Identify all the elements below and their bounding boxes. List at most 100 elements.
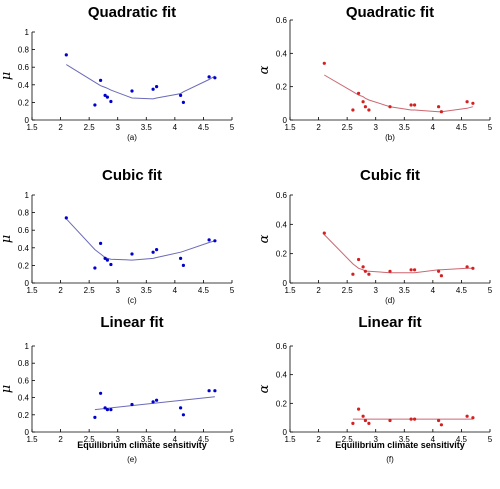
y-tick-label: 0.4 xyxy=(276,220,288,229)
data-point xyxy=(179,256,183,260)
panel-caption: (f) xyxy=(386,455,394,464)
data-point xyxy=(437,105,441,109)
x-tick-label: 3 xyxy=(373,435,378,444)
y-tick-label: 0.4 xyxy=(276,49,288,58)
data-point xyxy=(471,101,475,105)
data-point xyxy=(179,406,183,410)
panel-title: Linear fit xyxy=(100,314,163,331)
x-tick-label: 3.5 xyxy=(399,286,411,295)
y-tick-label: 0.4 xyxy=(18,244,30,253)
data-point xyxy=(103,93,107,97)
x-tick-label: 3 xyxy=(373,286,378,295)
data-point xyxy=(109,408,113,412)
x-tick-label: 2.5 xyxy=(342,123,354,132)
data-point xyxy=(439,423,443,427)
x-tick-label: 2.5 xyxy=(342,435,354,444)
data-point xyxy=(367,272,371,276)
x-tick-label: 4.5 xyxy=(456,123,468,132)
panel-6: Linear fit 1.5 2 2.5 3 3.5 4 4.5 5 0 0.2 0.4 0.6 α Equ… xyxy=(257,314,493,464)
data-point xyxy=(409,268,413,272)
x-tick-label: 3 xyxy=(115,286,120,295)
x-tick-label: 2 xyxy=(316,435,321,444)
panel-2: Quadratic fit 1.5 2 2.5 3 3.5 4 4.5 5 0 0.2 0.4 0.6 α… xyxy=(257,4,493,142)
data-point xyxy=(105,408,109,412)
x-tick-label: 4.5 xyxy=(456,435,468,444)
x-tick-label: 4.5 xyxy=(198,286,210,295)
data-point xyxy=(351,421,355,425)
panel-title: Quadratic fit xyxy=(88,4,176,21)
y-tick-label: 1 xyxy=(25,191,30,200)
data-point xyxy=(413,103,417,107)
panel-caption: (a) xyxy=(127,133,137,142)
data-point xyxy=(322,61,326,65)
x-tick-label: 5 xyxy=(488,435,493,444)
data-point xyxy=(361,265,365,269)
y-tick-label: 0.2 xyxy=(276,399,288,408)
panel-title: Linear fit xyxy=(358,314,421,331)
x-tick-label: 2.5 xyxy=(84,286,96,295)
data-point xyxy=(465,265,469,269)
fit-line xyxy=(94,396,215,411)
data-point xyxy=(103,406,107,410)
data-point xyxy=(181,263,185,267)
x-tick-label: 3 xyxy=(373,123,378,132)
data-point xyxy=(357,91,361,95)
x-tick-label: 2 xyxy=(58,286,63,295)
data-point xyxy=(471,266,475,270)
y-tick-label: 0 xyxy=(25,116,30,125)
panel-caption: (e) xyxy=(127,455,137,464)
panel-4: Cubic fit 1.5 2 2.5 3 3.5 4 4.5 5 0 0.2 0.4 0.6 α (d) xyxy=(257,167,493,305)
x-tick-label: 4 xyxy=(431,286,436,295)
data-point xyxy=(465,414,469,418)
data-point xyxy=(99,78,103,82)
y-tick-label: 0 xyxy=(283,428,288,437)
x-tick-label: 4.5 xyxy=(198,435,210,444)
x-tick-label: 2.5 xyxy=(84,435,96,444)
data-point xyxy=(437,269,441,273)
data-point xyxy=(409,417,413,421)
panel-title: Cubic fit xyxy=(360,167,420,184)
x-tick-label: 4 xyxy=(431,123,436,132)
data-point xyxy=(207,75,211,79)
x-axis-label: Equilibrium climate sensitivity xyxy=(77,440,207,450)
panel-caption: (c) xyxy=(127,296,137,305)
y-tick-label: 0 xyxy=(283,116,288,125)
x-tick-label: 3.5 xyxy=(141,286,153,295)
data-point xyxy=(367,108,371,112)
x-tick-label: 4.5 xyxy=(198,123,210,132)
panel-title: Cubic fit xyxy=(102,167,162,184)
x-tick-label: 4 xyxy=(173,435,178,444)
fit-line xyxy=(66,64,216,100)
data-point xyxy=(207,389,211,393)
data-point xyxy=(103,256,107,260)
y-axis-label: μ xyxy=(0,72,14,80)
data-point xyxy=(351,108,355,112)
y-tick-label: 0 xyxy=(283,279,288,288)
y-axis-label: μ xyxy=(0,235,14,243)
data-point xyxy=(99,241,103,245)
data-point xyxy=(151,400,155,404)
panel-caption: (b) xyxy=(385,133,395,142)
x-tick-label: 4.5 xyxy=(456,286,468,295)
data-point xyxy=(413,268,417,272)
panel-3: Cubic fit 1.5 2 2.5 3 3.5 4 4.5 5 0 0.2 0.4 0.6 0.8 1 μ… xyxy=(0,167,235,305)
y-tick-label: 0.6 xyxy=(276,342,288,351)
data-point xyxy=(439,274,443,278)
data-point xyxy=(64,216,68,220)
data-point xyxy=(93,415,97,419)
data-point xyxy=(437,418,441,423)
data-point xyxy=(64,53,68,57)
x-tick-label: 2 xyxy=(58,435,63,444)
x-tick-label: 3.5 xyxy=(141,123,153,132)
y-tick-label: 1 xyxy=(25,342,30,351)
y-axis-label: α xyxy=(257,65,272,74)
panel-1: Quadratic fit 1.5 2 2.5 3 3.5 4 4.5 5 0 0.2 0.4 0.6 0… xyxy=(0,4,235,142)
data-point xyxy=(413,417,417,421)
x-tick-label: 1.5 xyxy=(284,123,296,132)
data-point xyxy=(363,418,367,423)
data-point xyxy=(363,105,367,109)
y-tick-label: 0.8 xyxy=(18,359,30,368)
y-tick-label: 0.8 xyxy=(18,46,30,55)
data-point xyxy=(151,250,155,254)
data-point xyxy=(361,414,365,418)
